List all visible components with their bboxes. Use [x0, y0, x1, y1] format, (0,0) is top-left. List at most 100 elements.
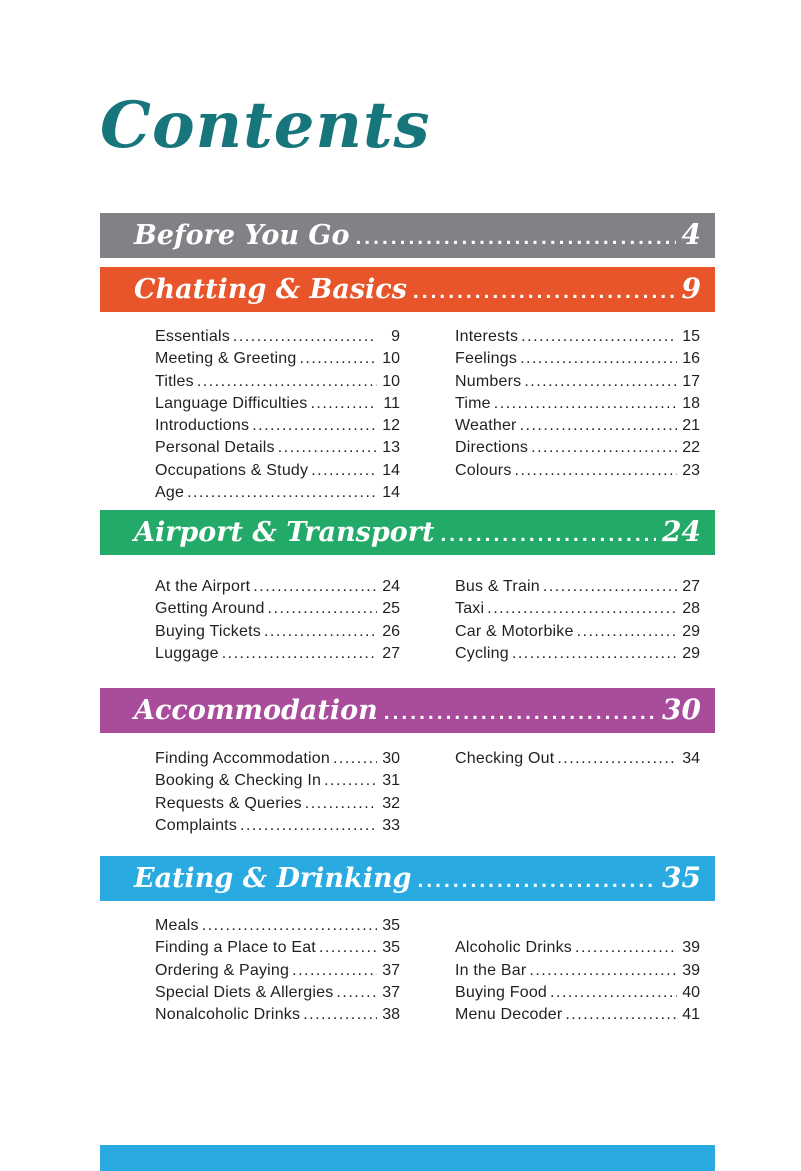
toc-entry: Ordering & Paying.......................… [155, 960, 400, 982]
entry-label: Meals [155, 917, 199, 934]
entries-left-column: Meals...................................… [155, 915, 400, 1026]
dotted-leader: ........................................… [232, 328, 377, 345]
dotted-leader: ........................................… [304, 794, 377, 812]
section-page-number: 24 [662, 515, 701, 548]
toc-entry: Cycling.................................… [455, 643, 700, 665]
toc-entry: Complaints..............................… [155, 815, 400, 837]
section-bar: Accommodation...........................… [100, 688, 715, 733]
entry-label: Introductions [155, 417, 250, 435]
toc-entry: Luggage.................................… [155, 643, 400, 665]
dotted-leader: ........................................… [514, 461, 677, 479]
dotted-leader: ........................................… [299, 350, 377, 368]
toc-entry: Requests & Queries......................… [155, 793, 400, 815]
page-title: Contents [100, 88, 431, 163]
entries-right-column: Checking Out............................… [455, 748, 700, 837]
entry-page-number: 17 [682, 372, 700, 390]
entry-page-number: 11 [383, 394, 400, 412]
entry-label: Finding a Place to Eat [155, 939, 316, 957]
toc-entry: Bus & Train.............................… [455, 576, 700, 598]
toc-entry: Interests...............................… [455, 326, 700, 348]
section-title: Accommodation [134, 695, 378, 726]
entries-left-column: At the Airport..........................… [155, 576, 400, 665]
dotted-leader: ........................................… [565, 1006, 677, 1024]
toc-entry: In the Bar..............................… [455, 960, 700, 982]
toc-entry: Taxi....................................… [455, 598, 700, 620]
entry-label: Bus & Train [455, 578, 540, 595]
entry-label: Checking Out [455, 750, 555, 767]
toc-entry: Buying Food.............................… [455, 982, 700, 1004]
entry-label: Titles [155, 372, 194, 390]
toc-entry: Finding Accommodation...................… [155, 748, 400, 770]
entry-page-number: 10 [382, 350, 400, 368]
dotted-leader: ........................................… [520, 350, 677, 368]
dotted-leader: ........................................… [187, 484, 377, 502]
entry-page-number: 15 [682, 328, 700, 345]
toc-entry: Personal Details........................… [155, 437, 400, 459]
toc-entry: Titles..................................… [155, 371, 400, 393]
entry-label: Interests [455, 328, 519, 345]
entry-page-number: 27 [682, 578, 700, 595]
dotted-leader: ........................................… [355, 226, 675, 249]
section-bar: Airport & Transport.....................… [100, 510, 715, 555]
entry-label: Special Diets & Allergies [155, 983, 334, 1001]
section-title: Before You Go [134, 220, 350, 251]
dotted-leader: ........................................… [252, 417, 377, 435]
entry-page-number: 24 [382, 578, 400, 595]
section-title: Airport & Transport [134, 517, 435, 548]
entry-page-number: 13 [382, 439, 400, 457]
toc-entry: Alcoholic Drinks........................… [455, 937, 700, 959]
toc-entry: Numbers.................................… [455, 371, 700, 393]
dotted-leader: ........................................… [521, 328, 677, 345]
entry-page-number: 12 [382, 417, 400, 435]
entry-page-number: 28 [682, 600, 700, 618]
entry-label: Alcoholic Drinks [455, 939, 573, 957]
entry-label: Car & Motorbike [455, 622, 574, 640]
entry-page-number: 41 [682, 1006, 700, 1024]
dotted-leader: ........................................… [383, 701, 656, 724]
toc-entry: Checking Out............................… [455, 748, 700, 770]
entry-label: Time [455, 394, 491, 412]
dotted-leader: ........................................… [263, 622, 377, 640]
toc-entry: Feelings................................… [455, 348, 700, 370]
entry-label: Feelings [455, 350, 518, 368]
entry-page-number: 32 [382, 794, 400, 812]
entry-label: Colours [455, 461, 512, 479]
dotted-leader: ........................................… [412, 280, 676, 303]
toc-entry: Car & Motorbike.........................… [455, 621, 700, 643]
entry-label: Weather [455, 417, 517, 435]
section-page-number: 4 [681, 218, 701, 251]
entry-label: Requests & Queries [155, 794, 302, 812]
section-entries: At the Airport..........................… [155, 576, 700, 665]
toc-entry: Getting Around..........................… [155, 598, 400, 620]
entry-label: Buying Food [455, 983, 548, 1001]
entry-page-number: 10 [382, 372, 400, 390]
entry-page-number: 25 [382, 600, 400, 618]
entry-page-number: 37 [382, 961, 400, 979]
entry-page-number: 35 [382, 939, 400, 957]
dotted-leader: ........................................… [524, 372, 677, 390]
section-bar: Chatting & Basics.......................… [100, 267, 715, 312]
entry-page-number: 39 [682, 939, 700, 957]
toc-entry: Weather.................................… [455, 415, 700, 437]
entry-page-number: 16 [682, 350, 700, 368]
toc-entry: Language Difficulties...................… [155, 393, 400, 415]
toc-entry: Meals...................................… [155, 915, 400, 937]
entry-page-number: 29 [682, 622, 700, 640]
entry-page-number: 18 [682, 394, 700, 412]
dotted-leader: ........................................… [324, 772, 377, 790]
dotted-leader: ........................................… [221, 644, 377, 662]
dotted-leader: ........................................… [511, 644, 677, 662]
section-entries: Finding Accommodation...................… [155, 748, 700, 837]
entry-label: Personal Details [155, 439, 275, 457]
toc-entry: Time....................................… [455, 393, 700, 415]
section-title: Chatting & Basics [134, 274, 407, 305]
dotted-leader: ........................................… [201, 917, 377, 934]
dotted-leader: ........................................… [292, 961, 377, 979]
toc-entry: Finding a Place to Eat..................… [155, 937, 400, 959]
entry-label: Language Difficulties [155, 394, 308, 412]
toc-entry: Booking & Checking In...................… [155, 770, 400, 792]
toc-entry: Introductions...........................… [155, 415, 400, 437]
entries-left-column: Finding Accommodation...................… [155, 748, 400, 837]
toc-entry: Nonalcoholic Drinks.....................… [155, 1004, 400, 1026]
